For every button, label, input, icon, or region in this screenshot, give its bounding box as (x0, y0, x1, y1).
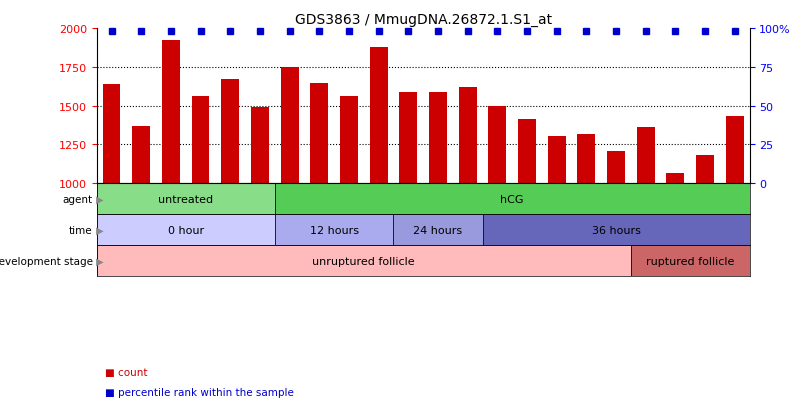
Bar (97, 246, 631, 277)
Bar (275, 215, 393, 246)
Bar (400, 93, 418, 184)
Text: ruptured follicle: ruptured follicle (646, 256, 734, 266)
Bar (631, 246, 750, 277)
Text: 12 hours: 12 hours (310, 225, 359, 235)
Bar (607, 152, 625, 184)
Text: unruptured follicle: unruptured follicle (313, 256, 415, 266)
Bar (548, 137, 566, 184)
Text: ■ count: ■ count (105, 367, 147, 377)
Bar (488, 107, 506, 184)
Bar (162, 41, 180, 184)
Bar (577, 134, 596, 184)
Text: ▶: ▶ (93, 225, 104, 235)
Bar (429, 93, 447, 184)
Bar (459, 88, 476, 184)
Title: GDS3863 / MmugDNA.26872.1.S1_at: GDS3863 / MmugDNA.26872.1.S1_at (294, 12, 552, 26)
Bar (97, 184, 275, 215)
Bar (483, 215, 750, 246)
Bar (251, 108, 269, 184)
Bar (370, 48, 388, 184)
Bar (518, 119, 536, 184)
Text: 36 hours: 36 hours (592, 225, 641, 235)
Text: time: time (69, 225, 93, 235)
Text: untreated: untreated (158, 194, 214, 204)
Bar (275, 184, 750, 215)
Text: ▶: ▶ (93, 256, 104, 266)
Bar (637, 128, 654, 184)
Bar (280, 68, 298, 184)
Text: agent: agent (63, 194, 93, 204)
Bar (340, 96, 358, 184)
Bar (726, 117, 744, 184)
Text: 0 hour: 0 hour (168, 225, 204, 235)
Text: development stage: development stage (0, 256, 93, 266)
Text: ■ percentile rank within the sample: ■ percentile rank within the sample (105, 387, 293, 397)
Bar (393, 215, 483, 246)
Text: hCG: hCG (501, 194, 524, 204)
Bar (222, 80, 239, 184)
Text: ▶: ▶ (93, 194, 104, 204)
Bar (310, 84, 328, 184)
Bar (192, 96, 210, 184)
Bar (132, 126, 150, 184)
Bar (102, 85, 120, 184)
Bar (97, 215, 275, 246)
Text: 24 hours: 24 hours (413, 225, 463, 235)
Bar (667, 174, 684, 184)
Bar (696, 155, 714, 184)
